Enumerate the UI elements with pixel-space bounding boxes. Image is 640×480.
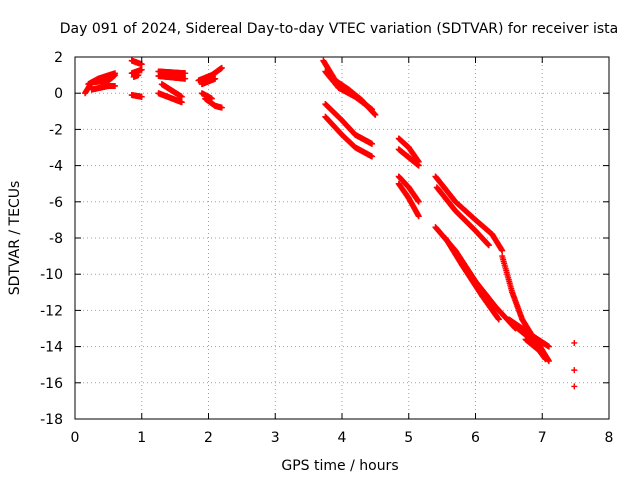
y-tick-label: -10 <box>40 267 63 283</box>
y-tick-label: -12 <box>40 303 63 319</box>
x-tick-label: 6 <box>471 430 480 446</box>
data-point <box>485 242 492 249</box>
data-point <box>212 75 219 82</box>
y-tick-label: -16 <box>40 376 63 392</box>
x-axis-label: GPS time / hours <box>281 458 398 474</box>
data-point <box>415 198 422 205</box>
data-point <box>545 343 552 350</box>
chart-title: Day 091 of 2024, Sidereal Day-to-day VTE… <box>60 21 618 37</box>
data-points <box>82 57 578 390</box>
x-tick-label: 0 <box>71 430 80 446</box>
data-point <box>415 213 422 220</box>
data-point <box>112 82 119 89</box>
data-point <box>369 140 376 147</box>
x-tick-label: 4 <box>338 430 347 446</box>
data-point <box>178 93 185 100</box>
data-point <box>138 66 145 73</box>
data-point <box>218 64 225 71</box>
data-point <box>571 383 578 390</box>
data-point <box>208 95 215 102</box>
x-tick-label: 7 <box>538 430 547 446</box>
x-tick-label: 5 <box>404 430 413 446</box>
data-point <box>182 75 189 82</box>
x-tick-label: 1 <box>137 430 146 446</box>
axis-ticks: 0 1 2 3 4 5 6 7 8 2 0 -2 -4 -6 -8 -10 -12 -14 -16 -18 <box>40 50 613 446</box>
data-point <box>112 70 119 77</box>
y-tick-label: -8 <box>49 231 63 247</box>
x-tick-label: 2 <box>204 430 213 446</box>
x-tick-label: 8 <box>605 430 614 446</box>
data-point <box>542 356 549 363</box>
y-tick-label: -2 <box>49 122 63 138</box>
y-tick-label: -4 <box>49 159 63 175</box>
data-point <box>571 339 578 346</box>
y-tick-label: -14 <box>40 340 63 356</box>
y-axis-label: SDTVAR / TECUs <box>7 181 23 296</box>
data-point <box>369 153 376 160</box>
data-point <box>545 358 552 365</box>
data-point <box>369 106 376 113</box>
data-point <box>178 99 185 106</box>
data-point <box>182 70 189 77</box>
data-point <box>495 316 502 323</box>
y-tick-label: 0 <box>54 86 63 102</box>
data-point <box>138 93 145 100</box>
data-point <box>571 367 578 374</box>
data-point <box>499 247 506 254</box>
data-point <box>372 111 379 118</box>
data-point <box>135 72 142 79</box>
y-tick-label: -6 <box>49 195 63 211</box>
grid <box>75 57 609 419</box>
y-tick-label: 2 <box>54 50 63 66</box>
y-tick-label: -18 <box>40 412 63 428</box>
data-point <box>218 104 225 111</box>
x-tick-label: 3 <box>271 430 280 446</box>
data-point <box>415 162 422 169</box>
